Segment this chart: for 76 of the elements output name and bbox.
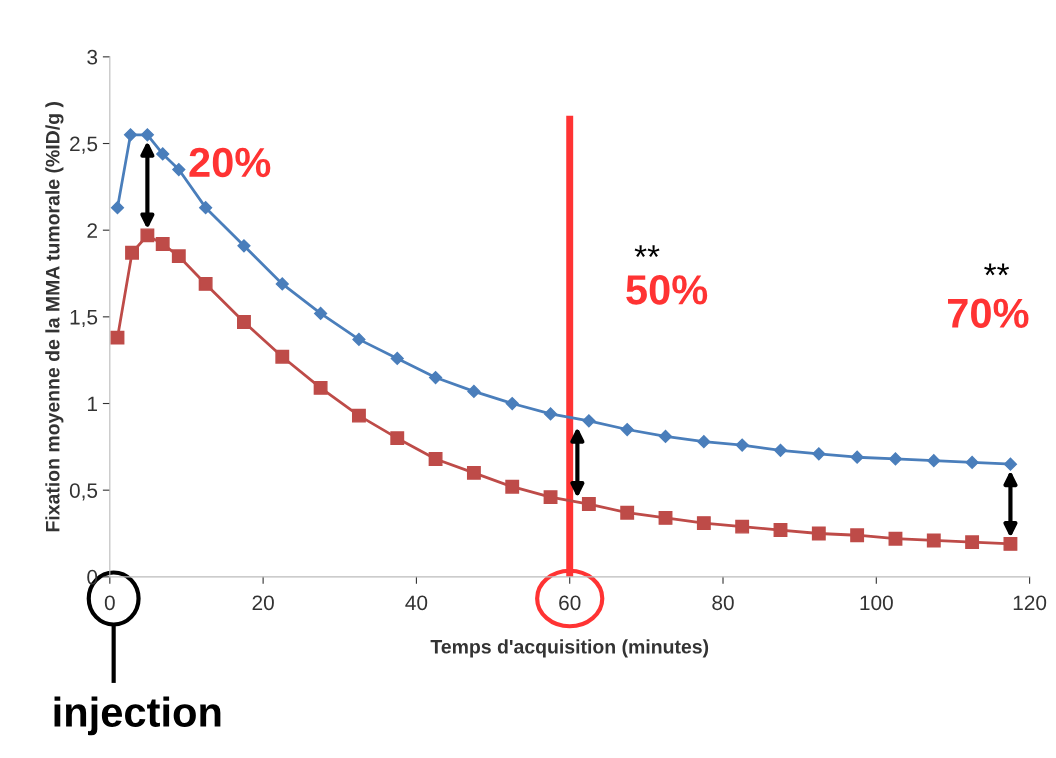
point <box>697 435 711 449</box>
point <box>172 162 186 177</box>
point <box>390 431 405 446</box>
annotation: 20% <box>189 147 271 178</box>
point <box>199 201 213 215</box>
point <box>735 438 749 452</box>
point <box>965 455 979 470</box>
point <box>351 408 366 423</box>
point <box>314 306 328 320</box>
point <box>965 535 980 550</box>
x-tick-label: 60 <box>559 595 581 611</box>
point <box>237 239 251 253</box>
point <box>505 396 519 411</box>
point <box>811 526 826 541</box>
y-tick-label: 0,5 <box>69 483 98 501</box>
point <box>926 533 941 548</box>
x-axis-title: Temps d'acquisition (minutes) <box>430 639 709 658</box>
point <box>155 237 170 251</box>
point <box>467 384 481 398</box>
y-tick-label: 1,5 <box>70 310 98 328</box>
point <box>237 315 251 329</box>
y-tick-label: 0 <box>87 569 98 585</box>
point <box>888 452 903 466</box>
point <box>171 249 186 264</box>
y-tick-label: 2 <box>87 223 97 238</box>
point <box>620 505 635 520</box>
point <box>850 450 864 464</box>
point <box>1003 536 1018 551</box>
x-tick-label: 0 <box>104 595 115 611</box>
point <box>466 465 481 480</box>
point <box>123 128 138 142</box>
point <box>275 277 289 291</box>
point <box>773 443 788 457</box>
y-tick-label: 1 <box>88 396 97 412</box>
point <box>428 370 443 385</box>
point <box>658 510 673 525</box>
point <box>140 128 154 142</box>
point <box>505 479 520 494</box>
point <box>313 380 328 395</box>
point <box>110 330 125 345</box>
point <box>812 447 826 461</box>
point <box>543 407 558 421</box>
point <box>773 523 788 537</box>
y-axis-title: Fixation moyenne de la MMA tumorale (%ID/g ) <box>45 102 64 532</box>
point <box>125 245 139 260</box>
point <box>110 201 125 215</box>
point <box>275 349 290 364</box>
point <box>198 276 213 291</box>
point <box>543 490 558 505</box>
point <box>428 452 443 466</box>
point <box>620 422 634 437</box>
point <box>1003 457 1018 471</box>
annotation: 70% <box>948 298 1029 329</box>
annotation: ** <box>634 245 660 258</box>
x-tick-label: 20 <box>252 595 274 611</box>
point <box>156 147 170 161</box>
x-tick-label: 100 <box>860 595 893 611</box>
point <box>658 429 673 444</box>
point <box>581 497 596 511</box>
annotation: 50% <box>626 275 708 305</box>
point <box>927 454 941 468</box>
point <box>352 332 366 346</box>
text: injection <box>54 696 221 736</box>
x-tick-label: 80 <box>712 595 734 611</box>
point <box>850 528 865 543</box>
point <box>390 351 404 366</box>
point <box>696 516 711 531</box>
y-tick-label: 2,5 <box>70 136 98 154</box>
x-tick-label: 40 <box>405 595 428 611</box>
point <box>735 519 750 534</box>
point <box>582 414 596 428</box>
point <box>888 531 903 546</box>
point <box>140 228 155 243</box>
y-tick-label: 3 <box>87 49 98 65</box>
annotation: ** <box>984 263 1010 276</box>
x-tick-label: 120 <box>1013 595 1047 611</box>
